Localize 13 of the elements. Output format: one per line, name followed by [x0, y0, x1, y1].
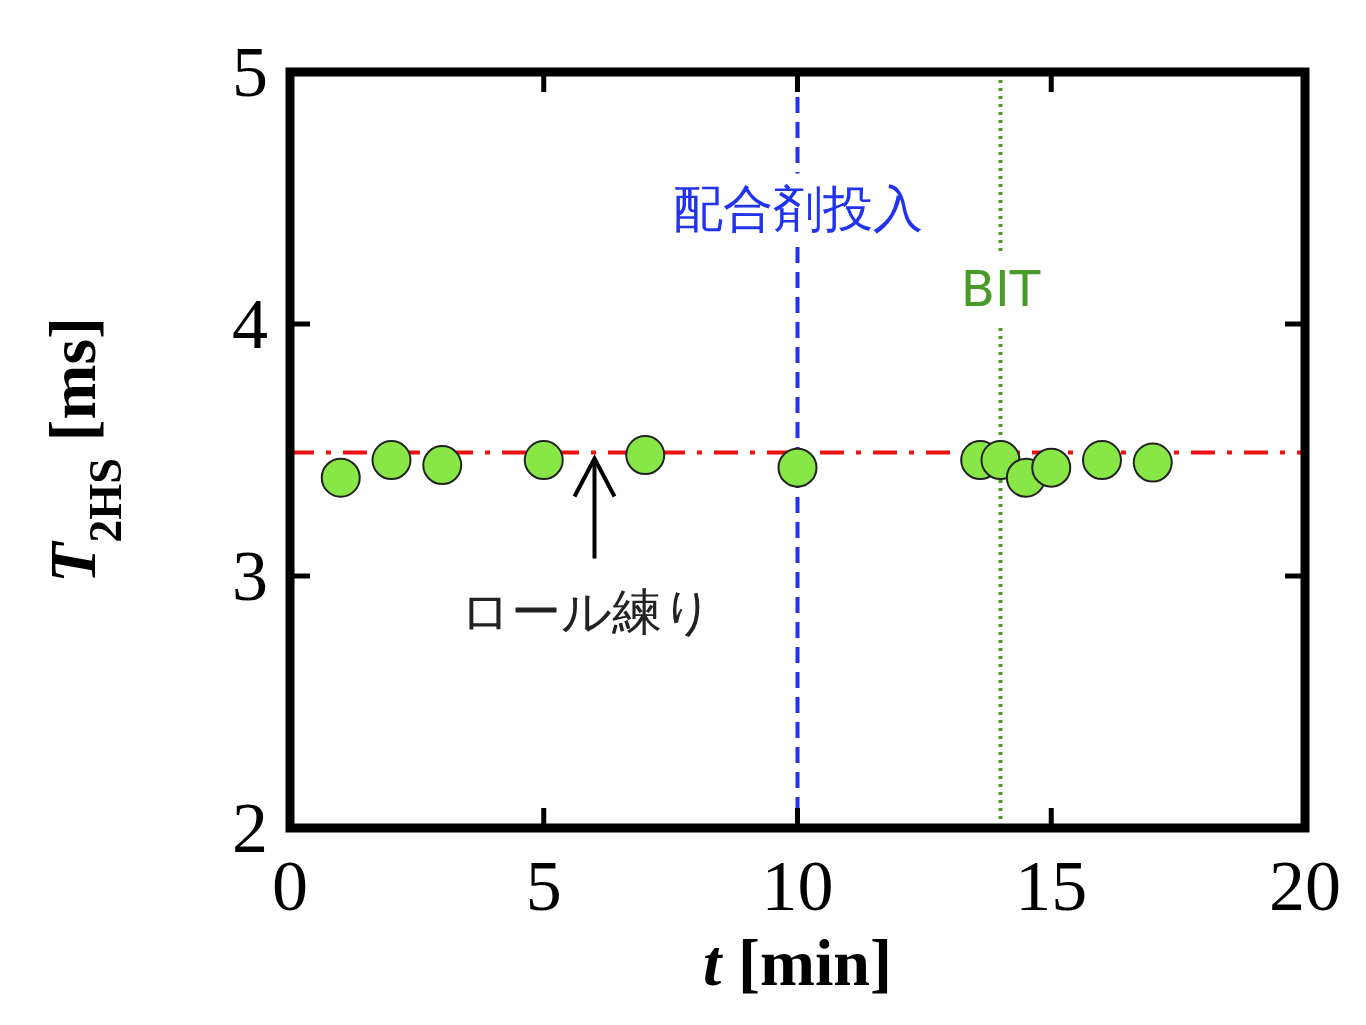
x-tick-label: 15 — [1015, 846, 1088, 926]
x-tick-label: 10 — [761, 846, 834, 926]
y-tick-label: 3 — [232, 536, 268, 616]
y-tick-label: 4 — [232, 284, 268, 364]
y-tick-label: 5 — [232, 32, 268, 112]
ref-line-label: BIT — [960, 259, 1041, 318]
x-tick-label: 5 — [525, 846, 562, 926]
y-tick-label: 2 — [232, 788, 268, 868]
x-axis-title: t [min] — [703, 926, 892, 999]
x-tick-label: 0 — [272, 846, 308, 926]
annotation: ロール練り — [460, 582, 713, 641]
ref-line-label: 配合剤投入 — [672, 179, 923, 238]
x-tick-label: 20 — [1269, 846, 1341, 926]
